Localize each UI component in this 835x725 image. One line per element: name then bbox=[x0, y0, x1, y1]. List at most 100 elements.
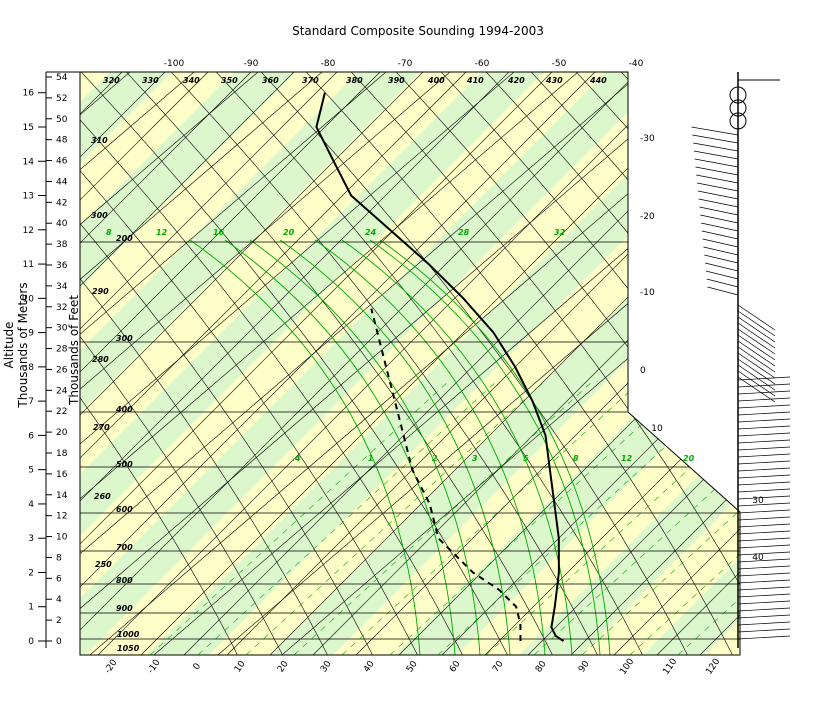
dry-adiabat-line bbox=[294, 72, 736, 655]
wind-barb bbox=[737, 411, 791, 416]
feet-tick-label: 16 bbox=[56, 470, 68, 480]
dry-adiabat-line bbox=[249, 72, 691, 655]
meter-tick-label: 5 bbox=[28, 466, 34, 476]
mixing-ratio-line bbox=[245, 379, 547, 655]
dry-adiabat-line bbox=[204, 72, 646, 655]
theta-label: 390 bbox=[388, 76, 405, 85]
feet-tick-label: 52 bbox=[56, 94, 67, 104]
pressure-level-label: 900 bbox=[116, 604, 133, 613]
celsius-top-label: -90 bbox=[244, 59, 259, 69]
adiabat-line bbox=[80, 72, 721, 655]
feet-tick-label: 20 bbox=[56, 428, 68, 438]
mixing-ratio-label: 5 bbox=[523, 454, 529, 463]
meter-tick-label: 2 bbox=[28, 568, 34, 578]
wind-barb bbox=[737, 376, 791, 381]
mixing-ratio-label: .4 bbox=[292, 454, 301, 463]
feet-tick-label: 0 bbox=[56, 637, 62, 647]
isotherm-line bbox=[781, 60, 835, 660]
meter-tick-label: 10 bbox=[23, 294, 35, 304]
bg-band bbox=[80, 72, 494, 655]
wind-barb bbox=[737, 364, 776, 391]
mixing-ratio-label: 12 bbox=[156, 228, 168, 237]
pressure-level-label: 1000 bbox=[117, 630, 140, 639]
meter-tick-label: 12 bbox=[23, 226, 34, 236]
y-axis-label-meters: Altitude bbox=[2, 322, 16, 369]
wind-barb bbox=[737, 544, 791, 549]
bg-band bbox=[824, 60, 835, 660]
wind-barb bbox=[737, 460, 791, 465]
wind-barb bbox=[737, 579, 791, 584]
wind-barb bbox=[701, 230, 739, 240]
dry-adiabat-line bbox=[80, 72, 241, 655]
theta-label: 330 bbox=[142, 76, 159, 85]
mixing-ratio-label: 1 bbox=[368, 454, 374, 463]
feet-tick-label: 44 bbox=[56, 177, 68, 187]
wind-barb bbox=[737, 523, 791, 528]
feet-tick-label: 4 bbox=[56, 595, 62, 605]
wind-barb bbox=[695, 166, 739, 176]
adiabat-line bbox=[80, 72, 401, 655]
wind-barb bbox=[696, 174, 739, 184]
wind-barb bbox=[706, 278, 739, 288]
moist-adiabat-line bbox=[279, 239, 511, 655]
adiabat-line bbox=[80, 72, 273, 655]
wind-barb bbox=[693, 142, 739, 152]
meter-tick-label: 15 bbox=[23, 123, 34, 133]
mixing-ratio-label: 24 bbox=[365, 228, 377, 237]
celsius-top-label: -80 bbox=[321, 59, 336, 69]
wind-barb bbox=[700, 214, 739, 224]
wind-barb bbox=[701, 222, 739, 232]
feet-tick-label: 38 bbox=[56, 240, 68, 250]
feet-tick-label: 28 bbox=[56, 345, 68, 355]
meter-tick-label: 4 bbox=[28, 500, 34, 510]
theta-label: 250 bbox=[95, 560, 112, 569]
wind-barb bbox=[703, 246, 739, 256]
feet-tick-label: 32 bbox=[56, 303, 67, 313]
wind-barb bbox=[737, 495, 791, 500]
wind-barb bbox=[737, 572, 791, 577]
fahrenheit-bottom-label: 100 bbox=[618, 657, 636, 677]
wind-barb bbox=[737, 370, 776, 397]
celsius-top-label: -70 bbox=[398, 59, 413, 69]
wind-barb bbox=[692, 134, 739, 144]
wind-barb bbox=[693, 150, 739, 160]
meter-tick-label: 3 bbox=[28, 534, 34, 544]
fahrenheit-bottom-label: 120 bbox=[704, 657, 722, 677]
feet-tick-label: 46 bbox=[56, 157, 68, 167]
feet-tick-label: 54 bbox=[56, 73, 68, 83]
theta-label: 440 bbox=[589, 76, 607, 85]
celsius-top-label: -40 bbox=[629, 59, 644, 69]
wind-barb bbox=[737, 346, 776, 373]
mixing-ratio-label: 12 bbox=[621, 454, 633, 463]
bg-band bbox=[80, 72, 618, 655]
wind-barb bbox=[707, 286, 739, 296]
meter-tick-label: 6 bbox=[28, 431, 34, 441]
wind-barb bbox=[737, 358, 776, 385]
wind-barb bbox=[704, 254, 739, 264]
celsius-right-label: -10 bbox=[640, 288, 655, 298]
wind-barb bbox=[691, 126, 739, 136]
wind-barb bbox=[737, 628, 791, 633]
mixing-ratio-label: 20 bbox=[683, 454, 695, 463]
theta-label: 280 bbox=[92, 355, 109, 364]
wind-barb bbox=[737, 586, 791, 591]
wind-barb bbox=[737, 328, 776, 355]
feet-tick-label: 2 bbox=[56, 616, 62, 626]
mixing-ratio-label: 28 bbox=[458, 228, 470, 237]
theta-label: 350 bbox=[221, 76, 238, 85]
wind-barb bbox=[705, 270, 739, 280]
wind-barb bbox=[737, 488, 791, 493]
feet-tick-label: 24 bbox=[56, 386, 68, 396]
adiabat-line bbox=[80, 72, 209, 655]
fahrenheit-bottom-label: 70 bbox=[491, 659, 506, 674]
fahrenheit-bottom-label: 80 bbox=[534, 659, 549, 674]
adiabat-line bbox=[211, 72, 740, 655]
feet-tick-label: 48 bbox=[56, 136, 68, 146]
pressure-level-label: 300 bbox=[116, 334, 133, 343]
wind-barb bbox=[737, 352, 776, 379]
feet-tick-label: 50 bbox=[56, 115, 68, 125]
isotherm-line bbox=[80, 72, 350, 655]
wind-barb bbox=[699, 206, 739, 216]
meter-tick-label: 0 bbox=[28, 637, 34, 647]
wind-barb bbox=[737, 593, 791, 598]
